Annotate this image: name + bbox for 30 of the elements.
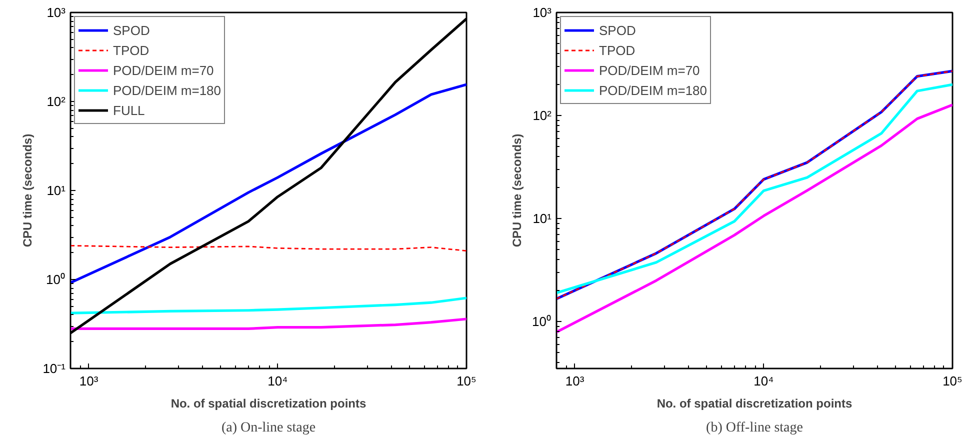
- text: (a) On-line stage: [221, 420, 316, 436]
- y-tick-label: 10¹: [46, 183, 66, 198]
- x-tick-label: 10⁴: [268, 374, 288, 388]
- x-tick-label: 10⁵: [456, 374, 476, 388]
- y-axis-title: CPU time (seconds): [510, 134, 524, 248]
- x-tick-label: 10³: [565, 374, 585, 388]
- legend-label: POD/DEIM m=180: [113, 82, 222, 98]
- y-tick-label: 10²: [532, 108, 552, 124]
- x-tick-label: 10⁵: [942, 374, 962, 388]
- y-tick-label: 10⁻¹: [42, 361, 66, 376]
- y-tick-label: 10³: [46, 5, 66, 20]
- legend-label: SPOD: [113, 22, 150, 38]
- x-tick-label: 10⁴: [754, 374, 774, 388]
- legend-label: SPOD: [599, 22, 636, 38]
- x-tick-label: 10³: [79, 374, 99, 388]
- legend-label: TPOD: [599, 42, 636, 58]
- y-tick-label: 10⁰: [532, 314, 552, 330]
- x-axis-title: No. of spatial discretization points: [656, 396, 852, 410]
- y-tick-label: 10²: [46, 94, 66, 109]
- text: (b) Off-line stage: [706, 420, 803, 436]
- x-axis-title: No. of spatial discretization points: [170, 396, 366, 410]
- y-tick-label: 10⁰: [46, 272, 66, 287]
- legend-label: POD/DEIM m=180: [599, 82, 708, 98]
- y-tick-label: 10³: [532, 5, 552, 20]
- y-tick-label: 10¹: [532, 211, 552, 226]
- y-axis-title: CPU time (seconds): [20, 134, 35, 248]
- legend-label: TPOD: [113, 42, 150, 58]
- legend-label: POD/DEIM m=70: [599, 62, 700, 78]
- legend-label: POD/DEIM m=70: [113, 62, 214, 78]
- legend-label: FULL: [113, 102, 145, 118]
